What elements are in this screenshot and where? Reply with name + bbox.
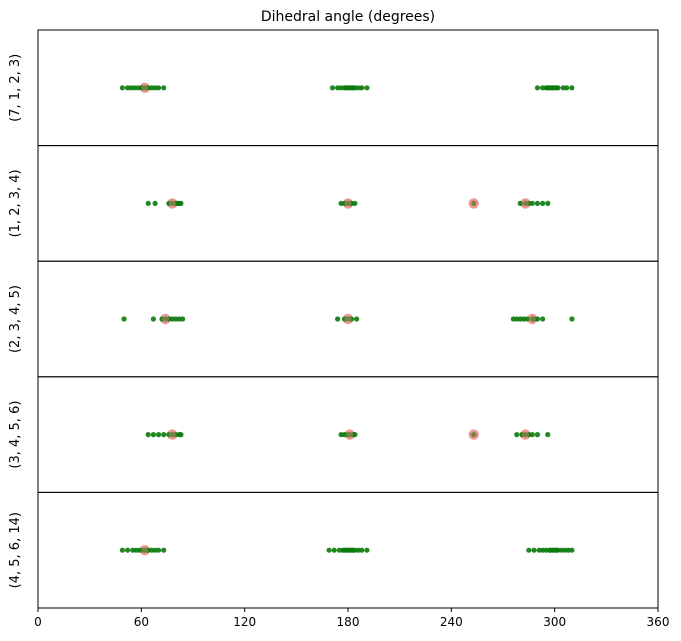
sample-point — [517, 200, 523, 206]
sample-point — [514, 432, 520, 438]
sample-point — [161, 85, 167, 91]
sample-point — [564, 85, 570, 91]
sample-point — [364, 547, 370, 553]
sample-point — [155, 432, 162, 438]
sample-point — [354, 316, 360, 322]
panel: (7, 1, 2, 3) — [8, 29, 659, 147]
reference-point-overlay — [168, 431, 176, 439]
sample-point — [569, 85, 575, 91]
reference-point-overlay — [470, 199, 478, 207]
reference-point-overlay — [161, 315, 170, 323]
sample-point — [124, 547, 131, 553]
sample-point — [364, 85, 370, 91]
panel: (4, 5, 6, 14) — [8, 491, 659, 609]
sample-point — [145, 432, 151, 438]
sample-point — [555, 85, 561, 91]
panel: (3, 4, 5, 6) — [8, 376, 659, 493]
sample-point — [161, 547, 167, 553]
sample-point — [161, 432, 167, 438]
sample-point — [569, 547, 575, 553]
sample-point — [119, 85, 125, 91]
sample-point — [569, 316, 575, 322]
sample-point — [326, 547, 332, 553]
sample-point — [534, 200, 541, 206]
reference-point-overlay — [521, 199, 529, 207]
reference-point-overlay — [344, 199, 352, 207]
sample-point — [155, 85, 162, 91]
sample-point — [471, 432, 477, 438]
x-tick-label: 120 — [233, 615, 256, 629]
sample-point — [352, 200, 358, 206]
sample-point — [178, 432, 184, 438]
sample-point — [180, 316, 186, 322]
sample-point — [540, 200, 546, 206]
sample-point — [534, 432, 541, 438]
sample-point — [529, 432, 535, 438]
sample-point — [329, 85, 336, 91]
reference-point-overlay — [346, 431, 354, 439]
sample-point — [150, 316, 156, 322]
reference-point-overlay — [168, 199, 176, 207]
sample-point — [545, 200, 551, 206]
sample-point — [359, 85, 365, 91]
panel-label: (7, 1, 2, 3) — [8, 54, 23, 122]
x-tick-label: 360 — [647, 615, 670, 629]
sample-point — [524, 316, 530, 322]
sample-point — [331, 547, 337, 553]
sample-point — [534, 316, 541, 322]
sample-point — [150, 432, 156, 438]
panel-label: (3, 4, 5, 6) — [8, 401, 23, 469]
reference-point-overlay — [344, 315, 352, 323]
sample-point — [526, 547, 532, 553]
sample-point — [348, 316, 355, 322]
reference-point-overlay — [521, 431, 529, 439]
sample-point — [529, 200, 535, 206]
sample-point — [545, 432, 551, 438]
reference-point-overlay — [528, 315, 536, 323]
x-tick-label: 300 — [543, 615, 566, 629]
sample-point — [155, 547, 162, 553]
x-tick-label: 60 — [134, 615, 149, 629]
chart-title: Dihedral angle (degrees) — [261, 9, 435, 25]
x-tick-label: 240 — [440, 615, 463, 629]
panel: (2, 3, 4, 5) — [8, 260, 659, 378]
panel-label: (2, 3, 4, 5) — [8, 285, 23, 353]
reference-point-overlay — [141, 546, 149, 554]
sample-point — [119, 547, 125, 553]
sample-point — [531, 547, 537, 553]
panel: (1, 2, 3, 4) — [8, 145, 659, 262]
sample-point — [540, 316, 546, 322]
panel-label: (4, 5, 6, 14) — [8, 512, 23, 588]
x-tick-label: 0 — [34, 615, 42, 629]
sample-point — [352, 432, 358, 438]
panel-label: (1, 2, 3, 4) — [8, 169, 23, 237]
x-axis: 0 60 120 180 240 300 360 — [34, 608, 669, 629]
sample-point — [121, 316, 127, 322]
sample-point — [471, 200, 477, 206]
sample-point — [178, 200, 184, 206]
sample-point — [335, 316, 341, 322]
reference-point-overlay — [141, 84, 149, 92]
reference-point-overlay — [470, 431, 478, 439]
sample-point — [359, 547, 365, 553]
chart-panels: (7, 1, 2, 3) (1, 2, 3, 4) (2, 3, 4, 5) (3, … — [8, 29, 659, 609]
sample-point — [152, 200, 158, 206]
sample-point — [145, 200, 151, 206]
sample-point — [534, 85, 541, 91]
x-tick-label: 180 — [337, 615, 360, 629]
